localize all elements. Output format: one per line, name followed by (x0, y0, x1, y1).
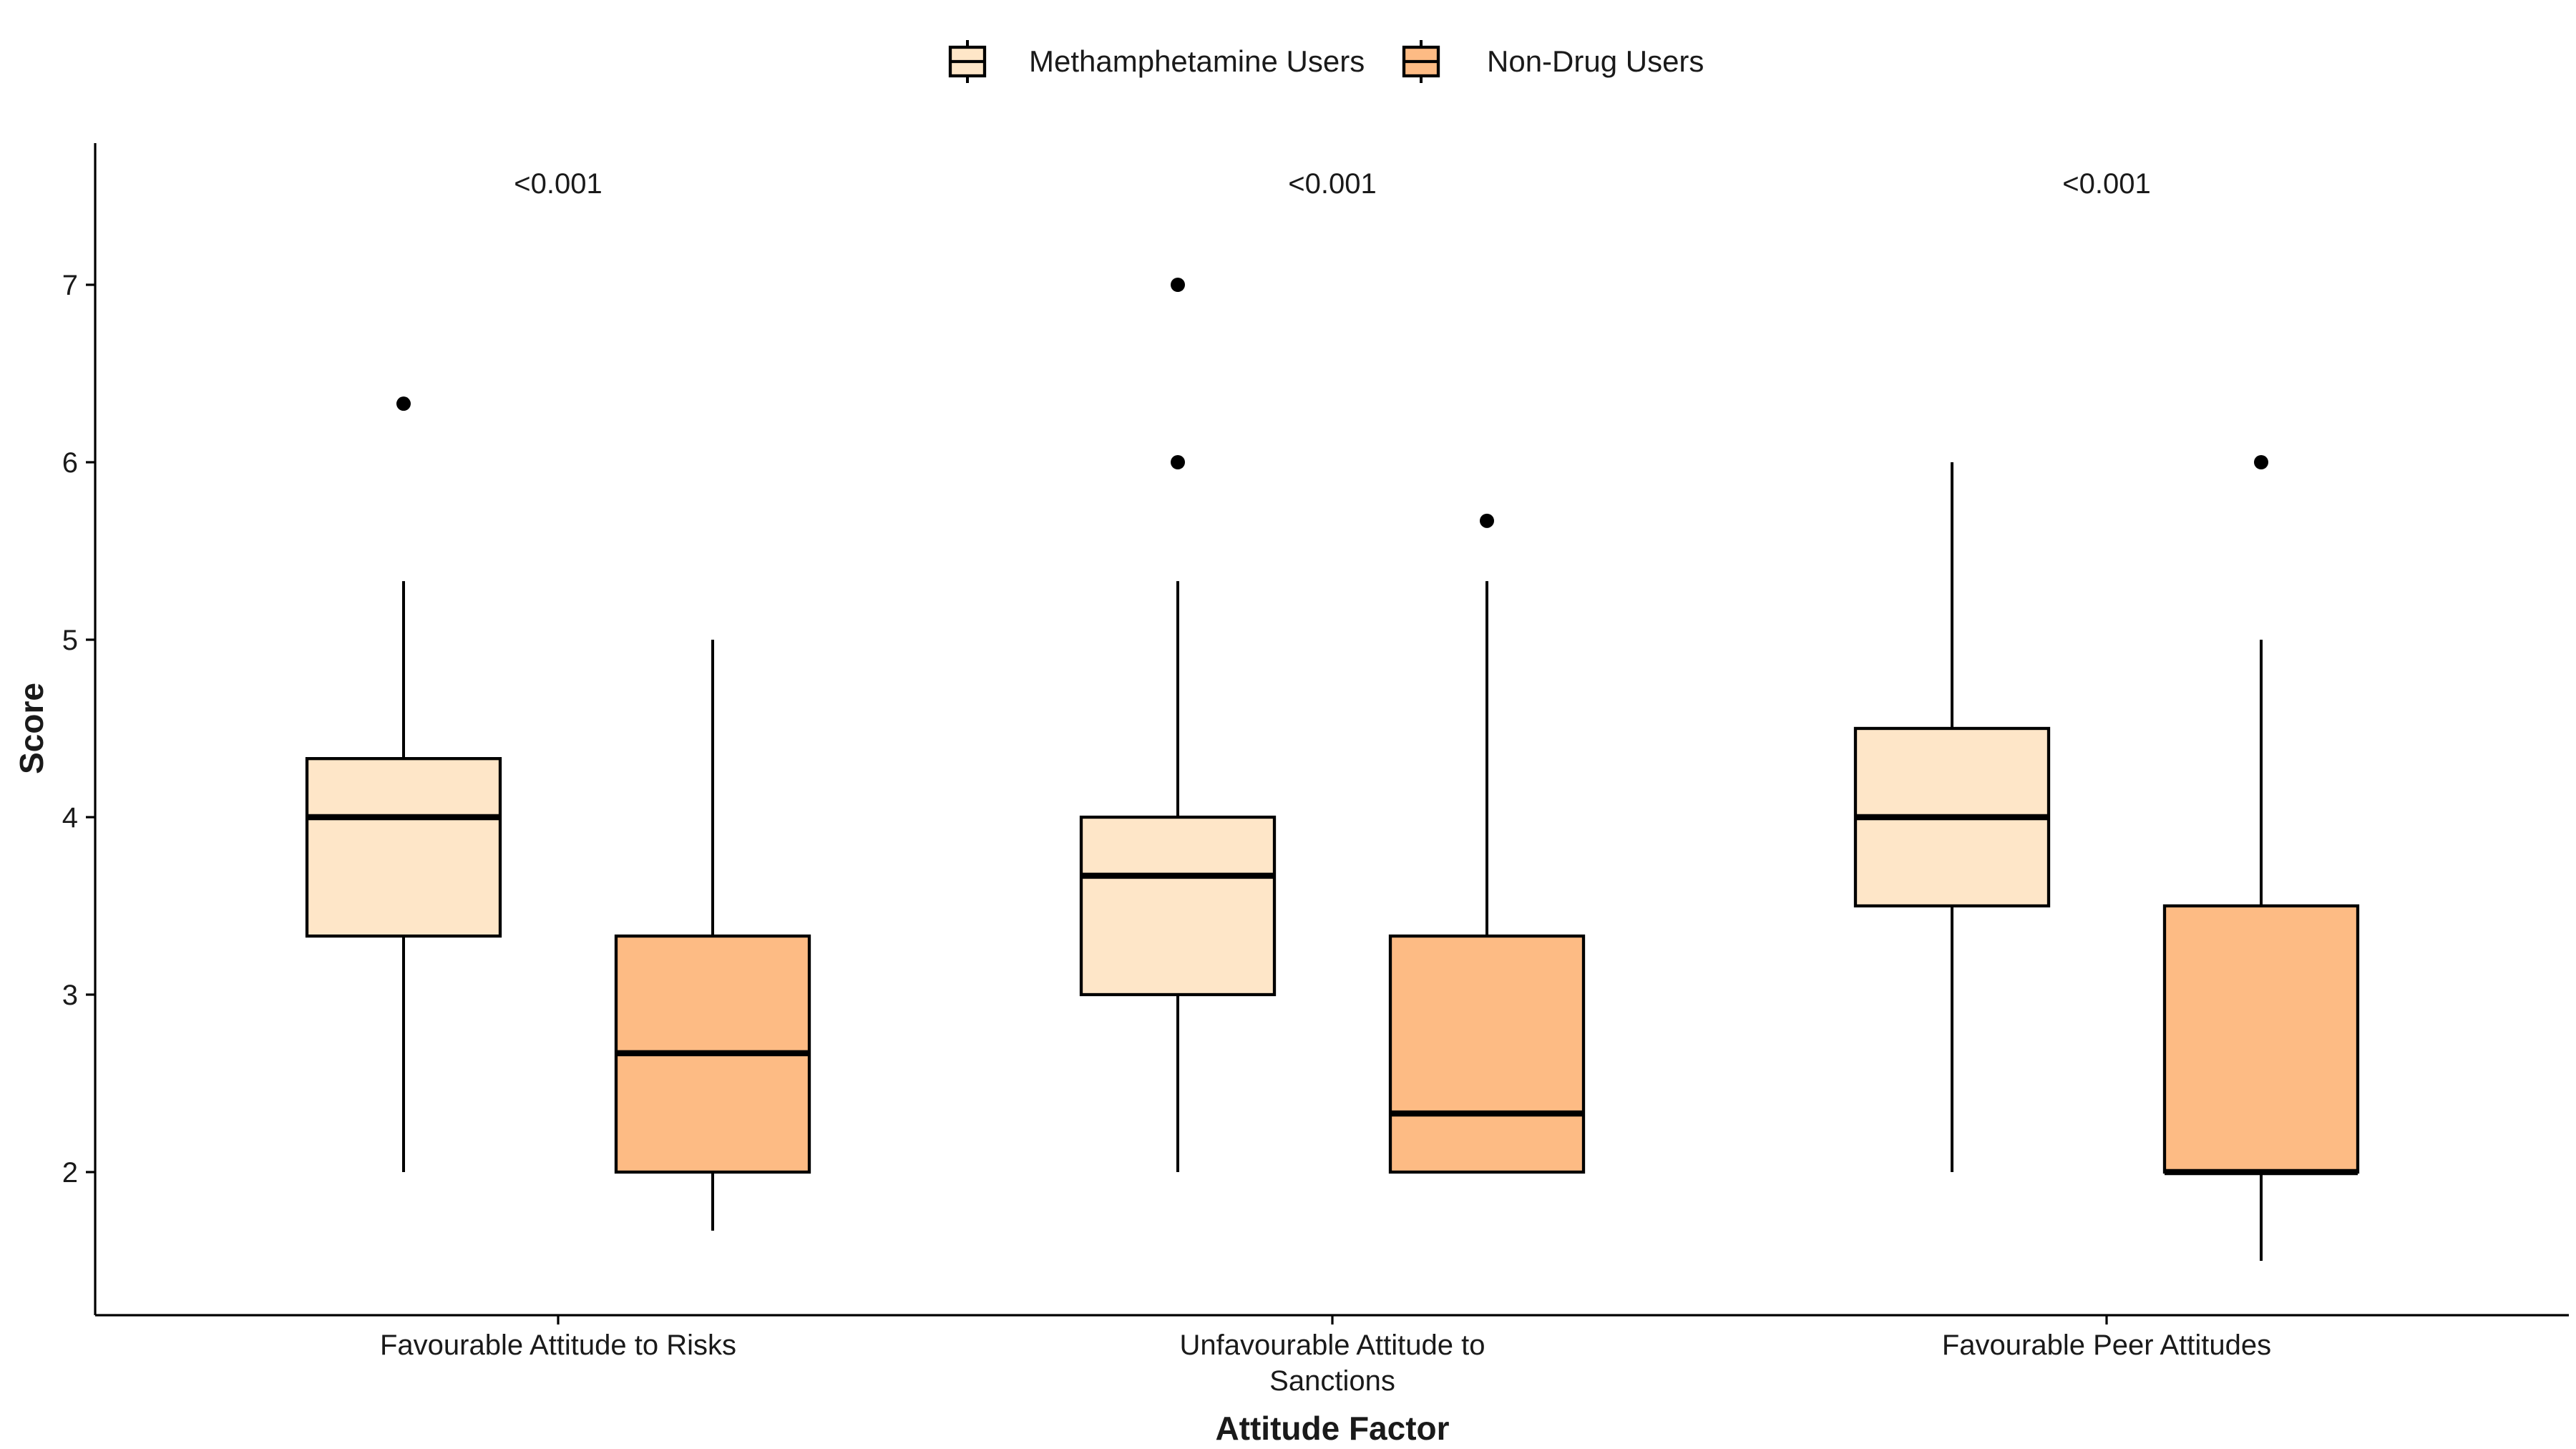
y-axis: 2 3 4 5 6 7 (62, 143, 97, 1315)
p-value-annotation: <0.001 (2062, 168, 2150, 200)
x-tick-label: Sanctions (1269, 1365, 1395, 1397)
y-tick-label: 6 (62, 447, 78, 479)
y-axis-title: Score (13, 683, 50, 774)
box-methamphetamine-users-1 (1079, 278, 1277, 1172)
box-methamphetamine-users-2 (1853, 462, 2051, 1172)
y-tick-label: 3 (62, 980, 78, 1011)
x-axis-title: Attitude Factor (1215, 1410, 1449, 1447)
x-axis: Favourable Attitude to Risks Unfavourable… (95, 1314, 2569, 1397)
y-tick-label: 5 (62, 625, 78, 656)
x-tick-label: Favourable Attitude to Risks (380, 1330, 736, 1361)
legend-item-1: Non-Drug Users (1402, 40, 1704, 83)
legend-label: Methamphetamine Users (1029, 44, 1365, 78)
legend-label: Non-Drug Users (1487, 44, 1704, 78)
outlier-point (1171, 455, 1185, 469)
legend: Methamphetamine Users Non-Drug Users (948, 40, 1704, 83)
outlier-point (1480, 513, 1494, 528)
iqr-box (1388, 935, 1586, 1174)
p-value-annotation: <0.001 (514, 168, 602, 200)
outlier-point (1171, 278, 1185, 292)
y-tick-label: 2 (62, 1157, 78, 1189)
box-non-drug-users-0 (614, 640, 811, 1231)
legend-item-0: Methamphetamine Users (948, 40, 1365, 83)
box-methamphetamine-users-0 (305, 396, 502, 1172)
p-value-annotation: <0.001 (1288, 168, 1376, 200)
iqr-box (1079, 815, 1277, 997)
iqr-box (305, 757, 502, 938)
y-tick-label: 7 (62, 270, 78, 301)
box-non-drug-users-1 (1388, 513, 1586, 1174)
x-tick-label: Unfavourable Attitude to (1180, 1330, 1485, 1361)
outlier-point (396, 396, 411, 411)
x-tick-label: Favourable Peer Attitudes (1942, 1330, 2271, 1361)
outlier-point (2254, 455, 2268, 469)
y-tick-label: 4 (62, 802, 78, 834)
box-non-drug-users-2 (2162, 455, 2360, 1261)
iqr-box (2162, 904, 2360, 1174)
plot-area: <0.001 <0.001 <0.001 (305, 168, 2360, 1261)
